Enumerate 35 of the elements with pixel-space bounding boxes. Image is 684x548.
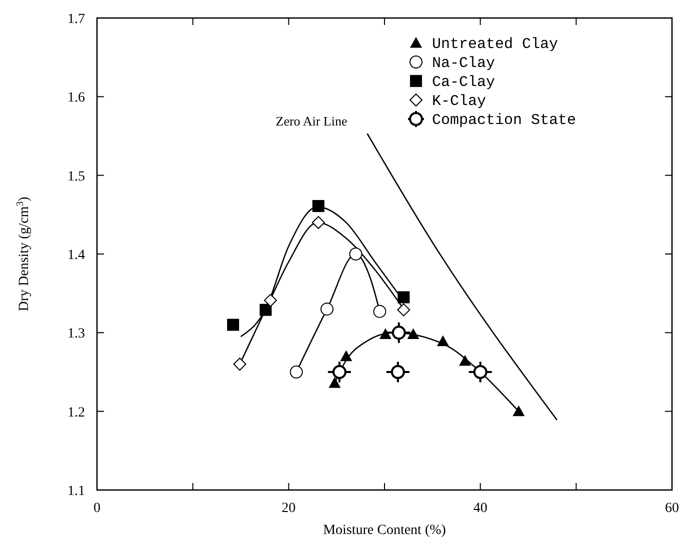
y-tick-label: 1.3	[68, 326, 85, 342]
x-tick-label: 60	[665, 501, 679, 516]
point	[312, 200, 324, 212]
y-tick-label: 1.6	[68, 90, 85, 106]
annotation: Zero Air Line	[276, 114, 348, 129]
y-tick-label: 1.7	[68, 12, 85, 27]
legend-label: Ca-Clay	[432, 74, 496, 91]
x-tick-label: 0	[94, 501, 100, 516]
point	[379, 328, 392, 340]
point	[227, 318, 240, 331]
point	[436, 335, 449, 346]
x-tick-label: 40	[473, 501, 488, 516]
legend-label: Untreated Clay	[432, 36, 558, 53]
x-tick-label: 20	[282, 501, 296, 516]
point	[328, 377, 341, 388]
point	[349, 248, 362, 260]
point	[340, 350, 352, 362]
point	[392, 326, 406, 340]
point	[473, 365, 488, 379]
legend-label: Na-Clay	[432, 55, 496, 72]
point	[260, 304, 272, 316]
point	[332, 365, 346, 379]
y-tick-label: 1.2	[68, 405, 85, 420]
legend-label: K-Clay	[432, 93, 486, 110]
point	[459, 354, 471, 366]
y-tick-label: 1.4	[68, 248, 85, 263]
legend-label: Compaction State	[432, 112, 576, 129]
y-tick-label: 1.1	[68, 484, 85, 499]
point	[398, 291, 410, 304]
point	[320, 302, 334, 316]
point	[390, 365, 405, 379]
x-axis-title: Moisture Content (%)	[323, 523, 446, 538]
point	[512, 405, 525, 416]
y-tick-label: 1.5	[68, 169, 85, 184]
point	[407, 328, 420, 340]
